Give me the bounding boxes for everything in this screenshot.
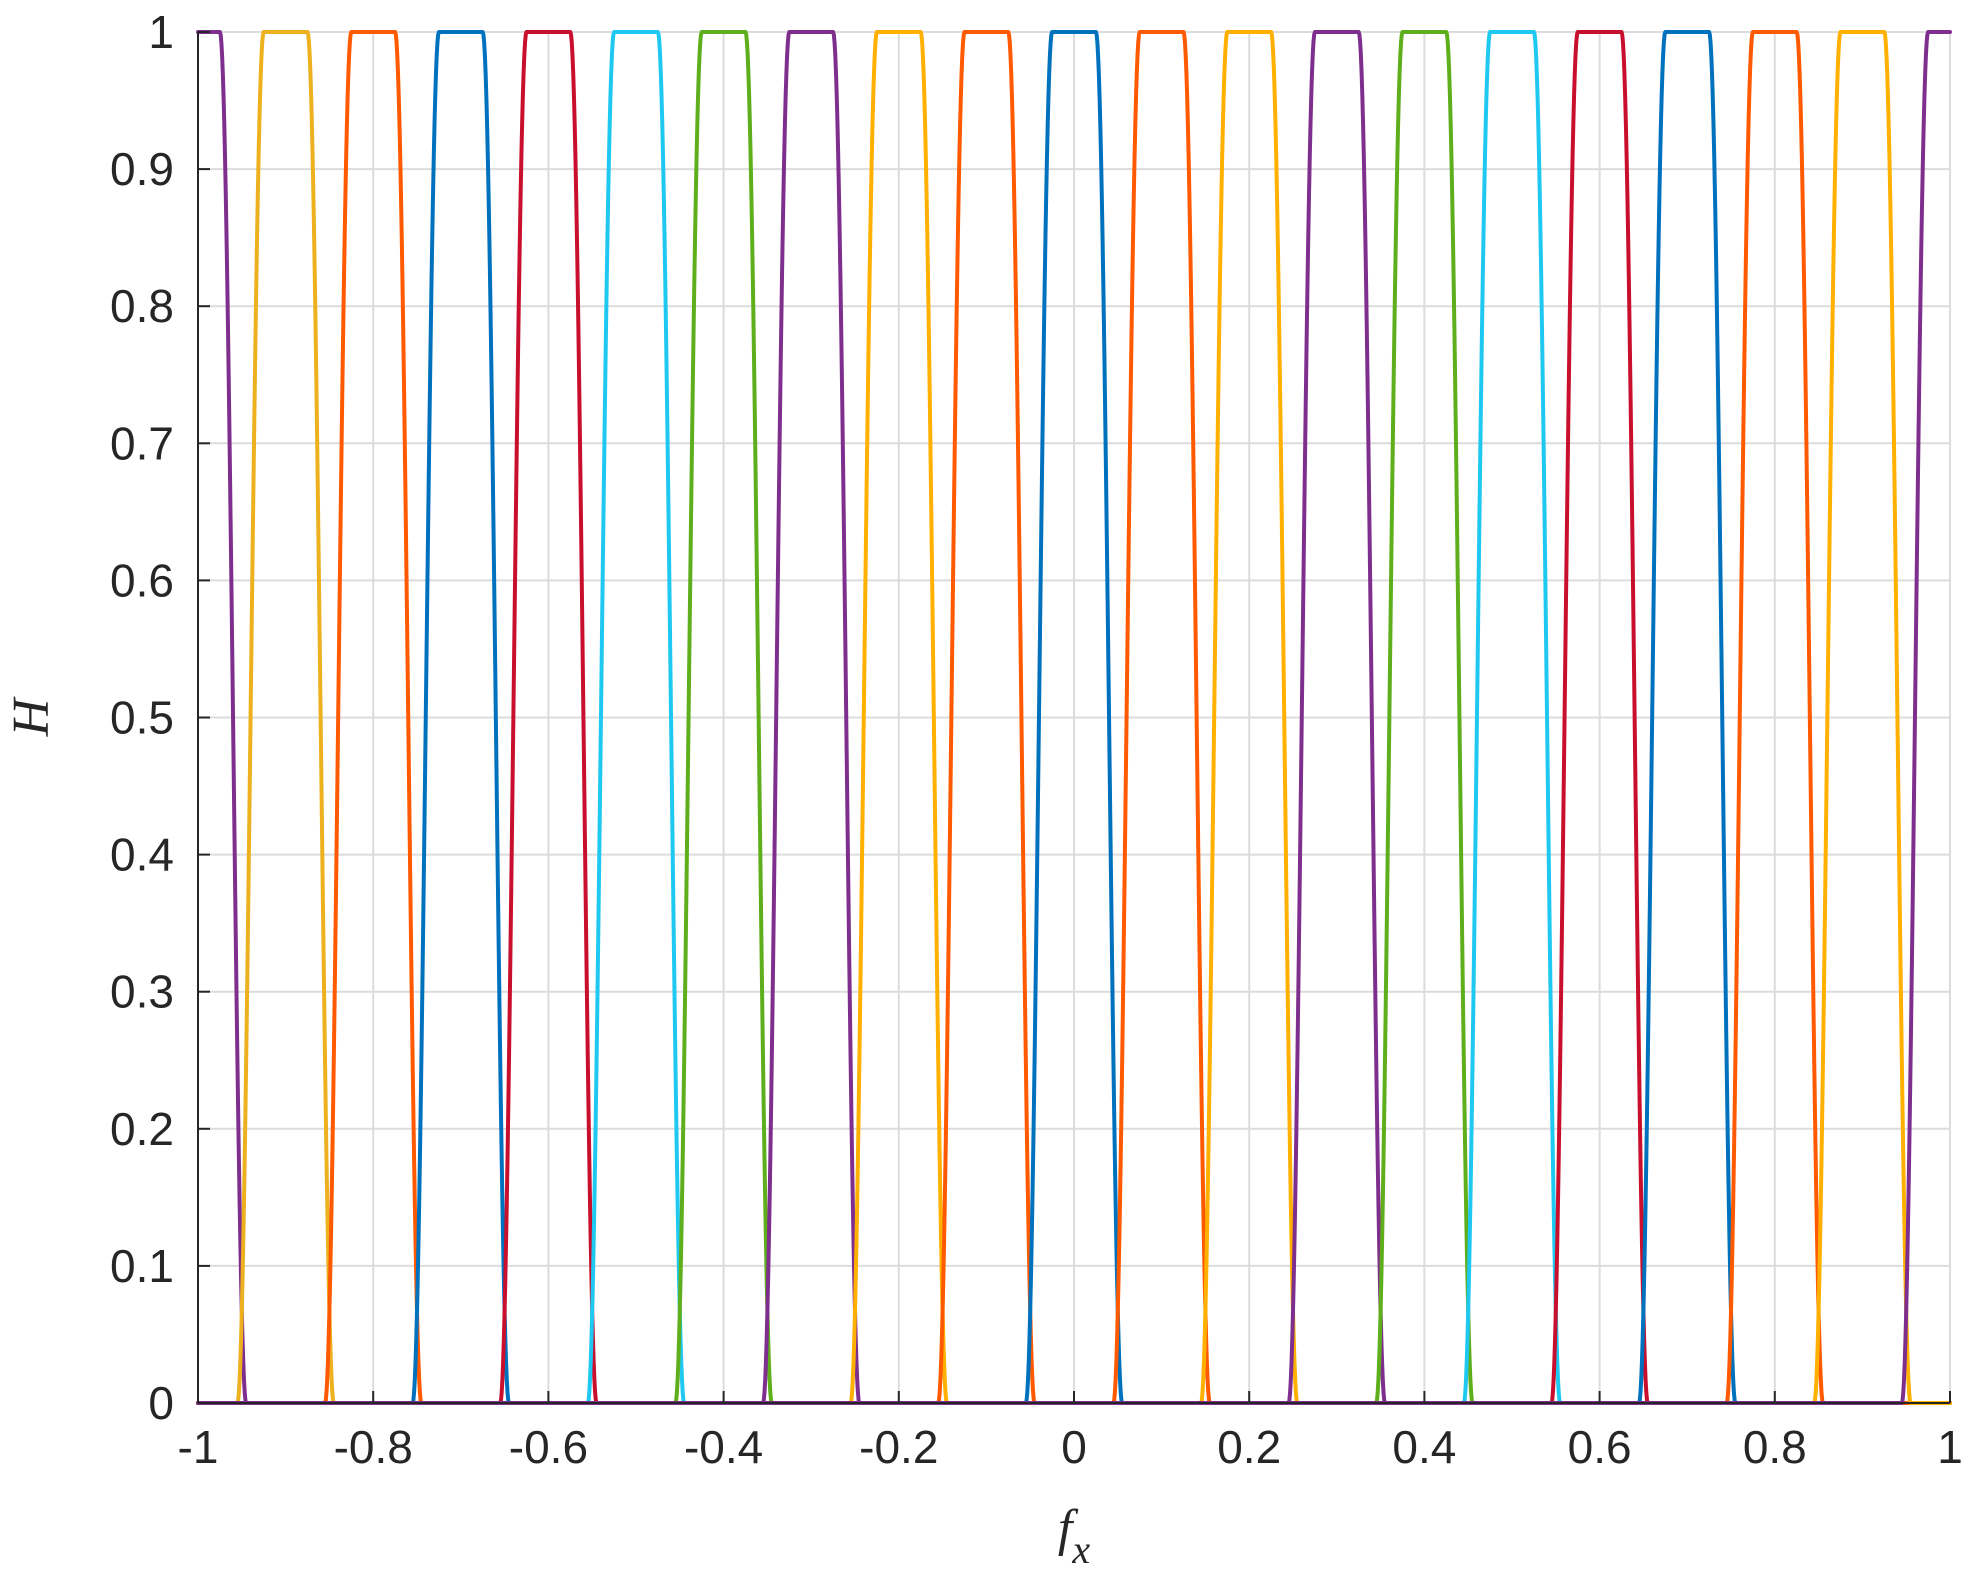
y-tick-label: 1 [148, 6, 174, 58]
y-axis-title: H [3, 696, 60, 737]
x-tick-label: 0.8 [1743, 1421, 1807, 1473]
y-tick-label: 0.1 [110, 1240, 174, 1292]
x-tick-label: 0.4 [1392, 1421, 1456, 1473]
y-tick-label: 0.8 [110, 280, 174, 332]
y-tick-label: 0.2 [110, 1103, 174, 1155]
x-tick-label: -0.2 [859, 1421, 938, 1473]
y-tick-label: 0.6 [110, 554, 174, 606]
x-tick-label: 1 [1937, 1421, 1963, 1473]
x-tick-label: -0.6 [509, 1421, 588, 1473]
x-tick-label: 0 [1061, 1421, 1087, 1473]
x-tick-label: 0.2 [1217, 1421, 1281, 1473]
x-tick-label: -0.4 [684, 1421, 763, 1473]
x-tick-label: 0.6 [1568, 1421, 1632, 1473]
y-tick-label: 0.4 [110, 829, 174, 881]
grid [198, 31, 1951, 1403]
x-axis-title: fx [1058, 1500, 1090, 1572]
x-axis-title-subscript: x [1071, 1527, 1090, 1572]
x-tick-label: -0.8 [334, 1421, 413, 1473]
y-tick-label: 0.9 [110, 143, 174, 195]
tick-labels: -1 -0.8 -0.6 -0.4 -0.2 0 0.2 0.4 0.6 0.8 1 0 0.1 0.2 0… [110, 6, 1963, 1473]
y-tick-label: 0.5 [110, 692, 174, 744]
y-tick-label: 0 [148, 1377, 174, 1429]
y-tick-label: 0.7 [110, 417, 174, 469]
y-tick-label: 0.3 [110, 966, 174, 1018]
x-tick-label: -1 [178, 1421, 219, 1473]
